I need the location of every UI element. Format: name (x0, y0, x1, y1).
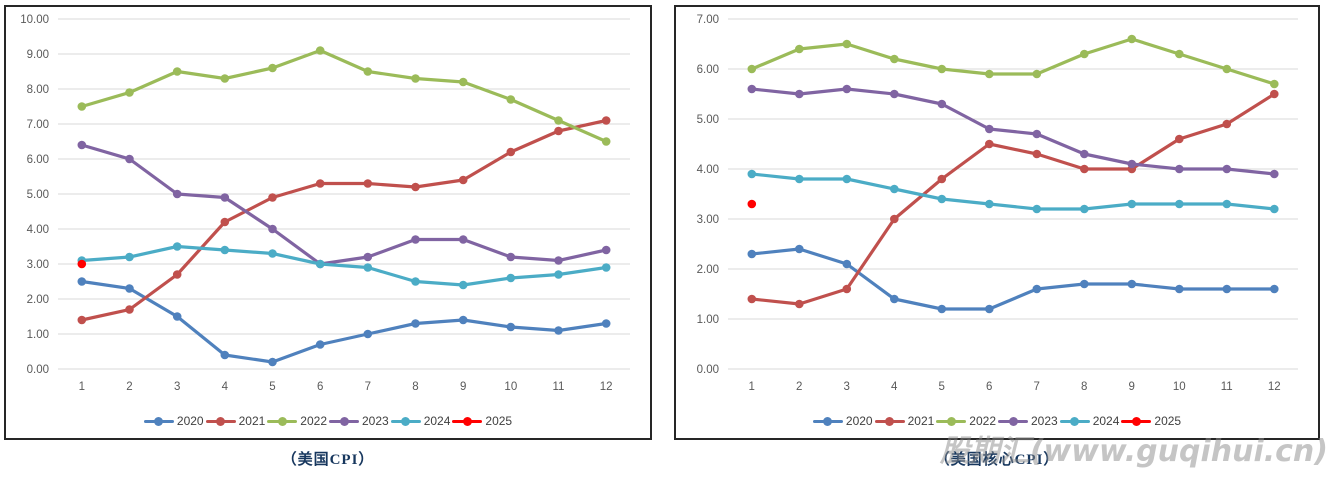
svg-text:1.00: 1.00 (697, 314, 719, 326)
legend-line-marker-icon (329, 416, 359, 426)
legend-line-marker-icon (874, 416, 905, 426)
legend-item-2024: 2024 (1059, 414, 1120, 428)
svg-text:5.00: 5.00 (697, 114, 719, 126)
svg-text:5: 5 (939, 381, 945, 393)
svg-text:3: 3 (844, 381, 850, 393)
svg-text:4.00: 4.00 (27, 224, 49, 236)
legend-line-marker-icon (205, 416, 236, 426)
legend-label: 2025 (1154, 414, 1182, 428)
svg-text:0.00: 0.00 (697, 364, 719, 376)
legend-item-2025: 2025 (452, 414, 512, 428)
legend-label: 2020 (845, 414, 873, 428)
svg-text:6.00: 6.00 (697, 64, 719, 76)
legend-line-marker-icon (143, 416, 174, 426)
svg-text:3.00: 3.00 (27, 259, 49, 271)
svg-text:7.00: 7.00 (27, 119, 49, 131)
svg-text:2: 2 (796, 381, 802, 393)
svg-text:9: 9 (1129, 381, 1135, 393)
svg-text:5: 5 (269, 381, 275, 393)
svg-text:10: 10 (1173, 381, 1186, 393)
svg-text:6.00: 6.00 (27, 154, 49, 166)
svg-text:10: 10 (504, 381, 517, 393)
svg-text:1: 1 (749, 381, 755, 393)
legend-label: 2022 (969, 414, 996, 428)
us-core-cpi-chart-title: （美国核心CPI） (934, 452, 1060, 468)
svg-text:9: 9 (460, 381, 466, 393)
svg-text:6: 6 (317, 381, 323, 393)
legend-label: 2024 (1092, 414, 1120, 428)
legend-line-marker-icon (998, 416, 1028, 426)
legend-line-marker-icon (1059, 416, 1090, 426)
legend-label: 2020 (176, 414, 204, 428)
legend-label: 2023 (362, 414, 389, 428)
legend-item-2021: 2021 (205, 414, 266, 428)
svg-text:8: 8 (1081, 381, 1087, 393)
legend-line-marker-icon (267, 416, 298, 426)
svg-text:1.00: 1.00 (27, 329, 49, 341)
svg-text:6: 6 (986, 381, 992, 393)
legend-line-marker-icon (812, 416, 843, 426)
us-core-cpi-legend: 2020 2021 2022 2023 2024 2025 (676, 410, 1318, 432)
svg-text:2.00: 2.00 (697, 264, 719, 276)
legend-label: 2022 (300, 414, 327, 428)
svg-text:4.00: 4.00 (697, 164, 719, 176)
svg-text:7: 7 (365, 381, 371, 393)
svg-text:11: 11 (553, 381, 565, 393)
legend-line-marker-icon (452, 416, 483, 426)
us-cpi-chart-title: （美国CPI） (281, 452, 375, 468)
svg-text:5.00: 5.00 (27, 189, 49, 201)
legend-item-2022: 2022 (936, 414, 996, 428)
legend-item-2022: 2022 (267, 414, 327, 428)
svg-text:3: 3 (174, 381, 180, 393)
svg-text:10.00: 10.00 (20, 14, 49, 26)
legend-label: 2021 (907, 414, 935, 428)
legend-item-2023: 2023 (998, 414, 1058, 428)
svg-text:1: 1 (79, 381, 85, 393)
svg-text:11: 11 (1221, 381, 1233, 393)
chart-panel-us-core-cpi: 0.00 1.00 2.00 3.00 4.00 5.00 6.00 7.00 1 2 3 4 5 6 7 8… (674, 5, 1320, 440)
svg-text:12: 12 (1268, 381, 1281, 393)
legend-line-marker-icon (390, 416, 421, 426)
us-cpi-legend: 2020 2021 2022 2023 2024 2025 (6, 410, 650, 432)
svg-text:4: 4 (891, 381, 898, 393)
svg-text:7: 7 (1034, 381, 1040, 393)
legend-item-2024: 2024 (390, 414, 451, 428)
svg-text:9.00: 9.00 (27, 49, 49, 61)
legend-label: 2024 (423, 414, 451, 428)
svg-text:2: 2 (126, 381, 132, 393)
svg-text:8.00: 8.00 (27, 84, 49, 96)
svg-text:12: 12 (600, 381, 613, 393)
chart-panel-us-cpi: 0.00 1.00 2.00 3.00 4.00 5.00 6.00 7.00 8.00 9.00… (4, 5, 652, 440)
svg-text:4: 4 (222, 381, 229, 393)
svg-text:2.00: 2.00 (27, 294, 49, 306)
watermark-text: 股期汇(www.guqihui.cn) (939, 434, 1328, 469)
legend-label: 2021 (238, 414, 266, 428)
us-cpi-line-chart: 0.00 1.00 2.00 3.00 4.00 5.00 6.00 7.00 8.00 9.00… (20, 14, 630, 393)
legend-item-2025: 2025 (1121, 414, 1181, 428)
us-core-cpi-line-chart: 0.001.002.003.004.005.006.007.001 2 3 4 5 6 7 8… (697, 14, 1298, 393)
svg-text:7.00: 7.00 (697, 14, 719, 26)
legend-item-2020: 2020 (812, 414, 873, 428)
legend-item-2023: 2023 (329, 414, 389, 428)
legend-line-marker-icon (1121, 416, 1152, 426)
svg-text:0.00: 0.00 (27, 364, 49, 376)
legend-label: 2025 (485, 414, 513, 428)
svg-text:3.00: 3.00 (697, 214, 719, 226)
svg-text:8: 8 (412, 381, 418, 393)
legend-line-marker-icon (936, 416, 967, 426)
legend-item-2020: 2020 (143, 414, 204, 428)
legend-label: 2023 (1031, 414, 1058, 428)
legend-item-2021: 2021 (874, 414, 935, 428)
